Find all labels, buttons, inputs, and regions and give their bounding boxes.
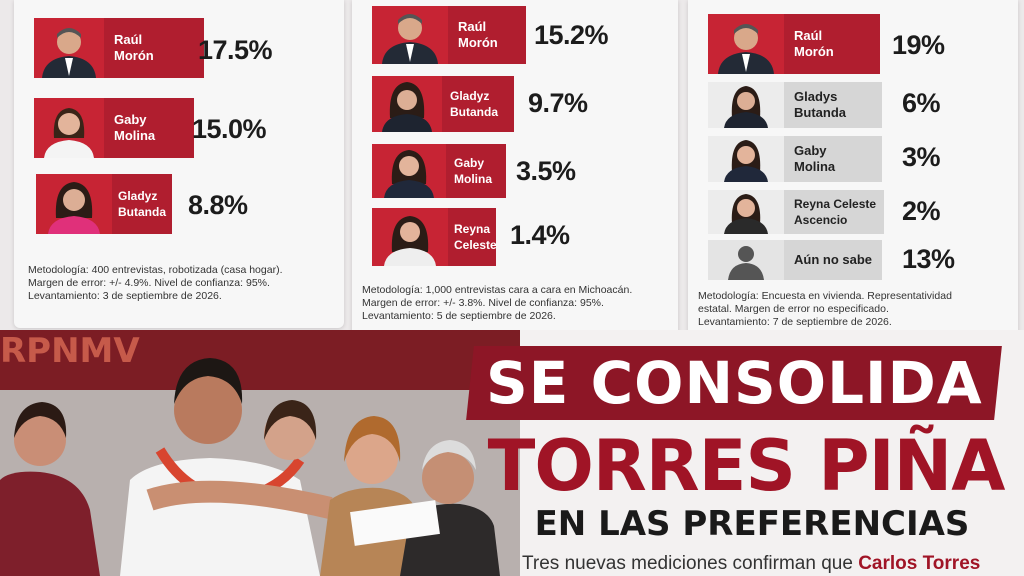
candidate-photo bbox=[372, 76, 442, 132]
candidate-photo bbox=[708, 136, 784, 182]
candidate-percent: 8.8% bbox=[188, 190, 248, 220]
candidate-row: Reyna Celeste bbox=[372, 208, 502, 266]
candidate-row: Gaby Molina bbox=[34, 98, 194, 158]
headline-banner: SE CONSOLIDA bbox=[466, 346, 1002, 420]
candidate-photo bbox=[372, 208, 448, 266]
methodology-text: Metodología: Encuesta en vivienda. Repre… bbox=[698, 290, 952, 302]
candidate-name-text: Aún no sabe bbox=[794, 252, 873, 267]
candidate-name: Gaby Molina bbox=[446, 144, 506, 198]
candidate-name: Gladyz Butanda bbox=[442, 76, 514, 132]
candidate-percent: 19% bbox=[892, 30, 945, 60]
candidate-row: Raúl Morón bbox=[708, 14, 884, 74]
candidate-percent: 1.4% bbox=[510, 220, 570, 250]
candidate-name: Gaby Molina bbox=[104, 98, 194, 158]
candidate-photo bbox=[34, 18, 104, 78]
candidate-name: Aún no sabe bbox=[784, 240, 882, 280]
candidate-name: Gladyz Butanda bbox=[112, 174, 172, 234]
candidate-percent: 9.7% bbox=[528, 88, 588, 118]
candidate-row: Raúl Morón bbox=[34, 18, 204, 78]
candidate-row: Gaby Molina bbox=[372, 144, 512, 198]
candidate-name-text: Gaby Molina bbox=[454, 156, 492, 186]
methodology-text: Metodología: 400 entrevistas, robotizada… bbox=[28, 264, 283, 276]
methodology-note: Metodología: 400 entrevistas, robotizada… bbox=[28, 264, 348, 303]
candidate-name-text: Gladyz Butanda bbox=[450, 89, 498, 119]
candidate-row: Gladyz Butanda bbox=[36, 174, 176, 234]
candidate-percent: 17.5% bbox=[198, 35, 273, 65]
candidate-photo bbox=[34, 98, 104, 158]
candidate-row: Gaby Molina bbox=[708, 136, 884, 182]
headline-line-3: EN LAS PREFERENCIAS bbox=[534, 504, 970, 544]
candidate-percent: 3% bbox=[902, 142, 941, 172]
subtitle-name: Carlos Torres Piña bbox=[858, 553, 981, 574]
candidate-photo bbox=[372, 6, 448, 64]
methodology-note: Metodología: 1,000 entrevistas cara a ca… bbox=[362, 284, 682, 323]
candidate-name-text: Raúl Morón bbox=[114, 32, 154, 63]
candidate-percent: 3.5% bbox=[516, 156, 576, 186]
candidate-photo bbox=[708, 190, 784, 234]
candidate-percent: 15.2% bbox=[534, 20, 609, 50]
candidate-name-text: Raúl Morón bbox=[794, 28, 834, 59]
poll-card-1: Raúl Morón 17.5% Gaby Molina 15.0% Glady… bbox=[14, 0, 344, 328]
candidate-name: Reyna Celeste Ascencio bbox=[784, 190, 884, 234]
poll-card-3: Raúl Morón 19% Gladys Butanda 6% Gaby Mo… bbox=[688, 0, 1018, 338]
candidate-name-text: Reyna Celeste Ascencio bbox=[794, 197, 877, 227]
candidate-percent: 2% bbox=[902, 196, 941, 226]
unknown-person-icon bbox=[708, 240, 784, 280]
methodology-text: Metodología: 1,000 entrevistas cara a ca… bbox=[362, 284, 633, 296]
margin-text: Margen de error: +/- 4.9%. Nivel de conf… bbox=[28, 277, 270, 289]
candidate-photo bbox=[708, 82, 784, 128]
candidate-percent: 13% bbox=[902, 244, 955, 274]
candidate-name: Raúl Morón bbox=[784, 14, 880, 74]
candidate-percent: 6% bbox=[902, 88, 941, 118]
date-text: Levantamiento: 5 de septiembre de 2026. bbox=[362, 310, 556, 322]
candidate-row: Gladyz Butanda bbox=[372, 76, 522, 132]
candidate-name: Raúl Morón bbox=[448, 6, 526, 64]
candidate-name-text: Gaby Molina bbox=[794, 143, 836, 174]
candidate-name-text: Reyna Celeste bbox=[454, 222, 497, 252]
methodology-note: Metodología: Encuesta en vivienda. Repre… bbox=[698, 290, 1018, 329]
candidate-name: Gaby Molina bbox=[784, 136, 882, 182]
poll-card-2: Raúl Morón 15.2% Gladyz Butanda 9.7% Gab… bbox=[352, 0, 678, 338]
subtitle-prefix: Tres nuevas mediciones confirman que bbox=[522, 553, 853, 574]
headline-line-2: TORRES PIÑA bbox=[487, 425, 1006, 507]
candidate-name: Raúl Morón bbox=[104, 18, 204, 78]
candidate-name: Reyna Celeste bbox=[448, 208, 497, 266]
margin-text: estatal. Margen de error no especificado… bbox=[698, 303, 889, 315]
candidate-name-text: Gladys Butanda bbox=[794, 89, 846, 120]
candidate-photo bbox=[372, 144, 446, 198]
headline-subtitle: Tres nuevas mediciones confirman que Car… bbox=[522, 552, 1022, 576]
candidate-percent: 15.0% bbox=[192, 114, 267, 144]
candidate-row: Raúl Morón bbox=[372, 6, 532, 64]
candidate-name: Gladys Butanda bbox=[784, 82, 882, 128]
candidate-row: Gladys Butanda bbox=[708, 82, 884, 128]
date-text: Levantamiento: 3 de septiembre de 2026. bbox=[28, 290, 222, 302]
banner-text: RPNMV bbox=[0, 331, 140, 371]
event-photo: RPNMV bbox=[0, 330, 520, 576]
headline-line-1: SE CONSOLIDA bbox=[485, 349, 983, 417]
candidate-row: Aún no sabe bbox=[708, 240, 884, 280]
date-text: Levantamiento: 7 de septiembre de 2026. bbox=[698, 316, 892, 328]
candidate-name-text: Gladyz Butanda bbox=[118, 189, 166, 219]
candidate-row: Reyna Celeste Ascencio bbox=[708, 190, 884, 234]
candidate-name-text: Raúl Morón bbox=[458, 19, 498, 50]
candidate-name-text: Gaby Molina bbox=[114, 112, 156, 143]
candidate-photo bbox=[36, 174, 112, 234]
candidate-photo bbox=[708, 14, 784, 74]
margin-text: Margen de error: +/- 3.8%. Nivel de conf… bbox=[362, 297, 604, 309]
